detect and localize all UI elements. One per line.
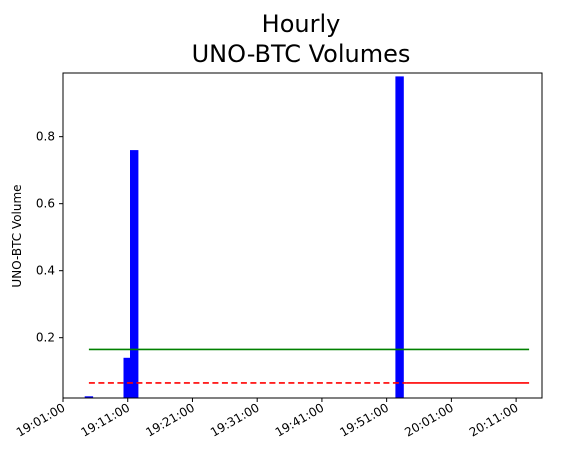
bar-3 (395, 76, 404, 399)
chart-title-line-1: Hourly (262, 10, 341, 38)
x-tick-label-7: 20:11:00 (467, 400, 521, 439)
bars (84, 76, 404, 399)
plot-area (63, 73, 542, 398)
y-axis-ticks: 0.2 0.4 0.6 0.8 (36, 130, 63, 345)
mean-lines (88, 348, 530, 384)
plot-frame (62, 72, 543, 399)
y-axis-label: UNO-BTC Volume (10, 184, 24, 287)
x-tick-label-5: 19:51:00 (337, 400, 391, 439)
y-tick-label-1: 0.4 (36, 264, 55, 278)
y-tick-label-2: 0.6 (36, 197, 55, 211)
bar-2 (130, 150, 139, 398)
x-axis-ticks: 19:01:00 19:11:00 19:21:00 19:31:00 19:41:00… (14, 398, 521, 440)
y-tick-label-3: 0.8 (36, 130, 55, 144)
x-tick-label-4: 19:41:00 (273, 400, 327, 439)
x-tick-label-3: 19:31:00 (208, 400, 262, 439)
y-tick-label-0: 0.2 (36, 331, 55, 345)
chart-title-line-2: UNO-BTC Volumes (192, 40, 411, 68)
x-tick-label-6: 20:01:00 (402, 400, 456, 439)
bar-1 (123, 357, 132, 398)
axes-border (62, 72, 543, 399)
x-tick-label-2: 19:21:00 (143, 400, 197, 439)
x-tick-label-0: 19:01:00 (14, 400, 68, 439)
x-tick-label-1: 19:11:00 (79, 400, 133, 439)
bar-0 (84, 396, 94, 398)
